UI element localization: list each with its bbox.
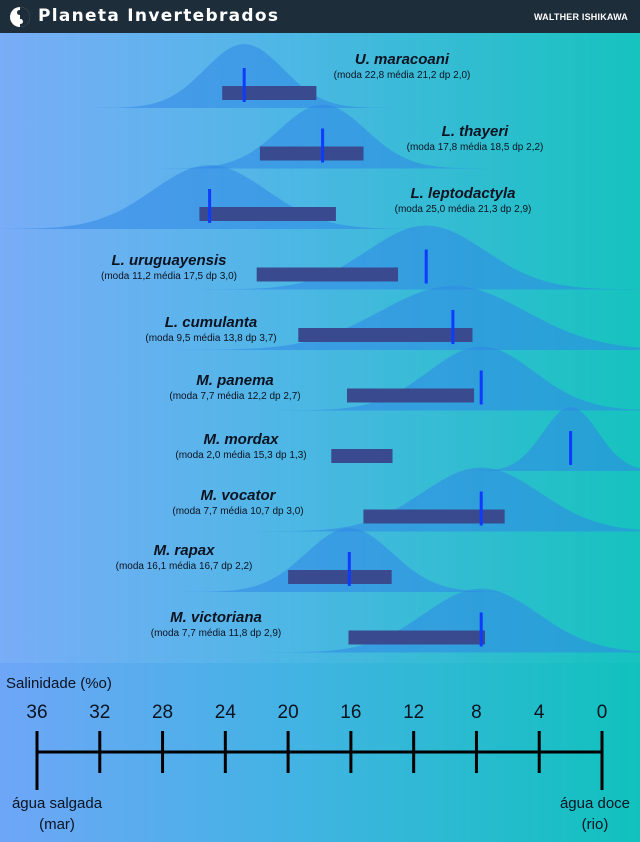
author-credit: WALTHER ISHIKAWA [533, 12, 628, 22]
bg-band-0 [0, 33, 64, 663]
density-curve-4 [162, 286, 640, 350]
density-curve-7 [245, 467, 640, 532]
species-stats-6: (moda 2,0 média 15,3 dp 1,3) [175, 450, 307, 461]
salt-water-label-line1: água salgada [11, 795, 103, 812]
density-curve-6 [460, 407, 640, 471]
x-tick-label-2: 28 [151, 702, 174, 723]
bg-band-2 [128, 33, 192, 663]
species-stats-5: (moda 7,7 média 12,2 dp 2,7) [169, 391, 301, 402]
species-name-3: L. uruguayensis [111, 252, 227, 269]
sd-box-2 [199, 207, 336, 221]
x-tick-label-4: 20 [277, 702, 299, 723]
x-axis-title: Salinidade (%o) [6, 675, 112, 692]
species-name-4: L. cumulanta [164, 314, 258, 331]
species-name-1: L. thayeri [441, 123, 509, 140]
x-tick-label-7: 8 [471, 702, 482, 723]
header-bar: Planeta Invertebrados WALTHER ISHIKAWA [0, 0, 640, 33]
species-stats-0: (moda 22,8 média 21,2 dp 2,0) [333, 70, 471, 81]
salt-water-label: água salgada (mar) [4, 793, 110, 835]
fresh-water-label-line1: água doce [559, 795, 631, 812]
x-tick-label-9: 0 [596, 702, 608, 723]
mode-line-9 [479, 612, 483, 647]
mode-line-2 [208, 189, 212, 223]
mode-line-3 [424, 249, 428, 284]
mode-line-4 [451, 310, 455, 344]
species-name-5: M. panema [196, 372, 274, 389]
x-tick-label-1: 32 [89, 702, 111, 723]
bg-band-1 [64, 33, 128, 663]
sd-box-9 [348, 630, 485, 645]
sd-box-5 [347, 388, 475, 403]
sd-box-8 [288, 570, 392, 584]
x-tick-label-3: 24 [214, 702, 236, 723]
species-name-2: L. leptodactyla [410, 185, 516, 202]
sd-box-1 [259, 146, 364, 161]
bg-band-3 [192, 33, 256, 663]
species-stats-9: (moda 7,7 média 11,8 dp 2,9) [150, 628, 282, 639]
mode-line-7 [479, 491, 483, 526]
sd-box-6 [331, 449, 393, 463]
species-stats-2: (moda 25,0 média 21,3 dp 2,9) [394, 204, 532, 215]
species-name-7: M. vocator [200, 487, 276, 504]
sd-box-3 [256, 267, 398, 282]
species-name-8: M. rapax [153, 542, 215, 559]
species-name-0: U. maracoani [354, 51, 450, 68]
x-tick-label-6: 12 [403, 702, 425, 723]
sd-box-4 [298, 328, 473, 342]
sd-box-7 [363, 509, 505, 524]
species-stats-8: (moda 16,1 média 16,7 dp 2,2) [115, 561, 253, 572]
yin-yang-logo-icon [10, 7, 30, 27]
species-stats-4: (moda 9,5 média 13,8 dp 3,7) [145, 333, 277, 344]
species-stats-7: (moda 7,7 média 10,7 dp 3,0) [172, 506, 304, 517]
mode-line-8 [347, 552, 351, 586]
mode-line-6 [569, 431, 573, 465]
x-tick-label-8: 4 [533, 702, 545, 723]
species-stats-3: (moda 11,2 média 17,5 dp 3,0) [100, 271, 238, 282]
fresh-water-label-line2: (rio) [581, 816, 609, 833]
density-curve-5 [269, 346, 640, 411]
mode-line-0 [242, 68, 246, 102]
sd-box-0 [222, 86, 317, 100]
mode-line-1 [321, 128, 325, 163]
fresh-water-label: água doce (rio) [552, 793, 638, 835]
density-curve-3 [190, 225, 640, 290]
salt-water-label-line2: (mar) [39, 816, 75, 833]
mode-line-5 [479, 370, 483, 405]
density-curve-2 [0, 165, 438, 229]
x-tick-label-0: 36 [26, 702, 48, 723]
species-stats-1: (moda 17,8 média 18,5 dp 2,2) [406, 142, 544, 153]
species-name-9: M. victoriana [170, 609, 262, 626]
brand-title: Planeta Invertebrados [38, 6, 280, 26]
species-name-6: M. mordax [203, 431, 279, 448]
x-tick-label-5: 16 [340, 702, 362, 723]
density-curve-9 [253, 588, 640, 653]
